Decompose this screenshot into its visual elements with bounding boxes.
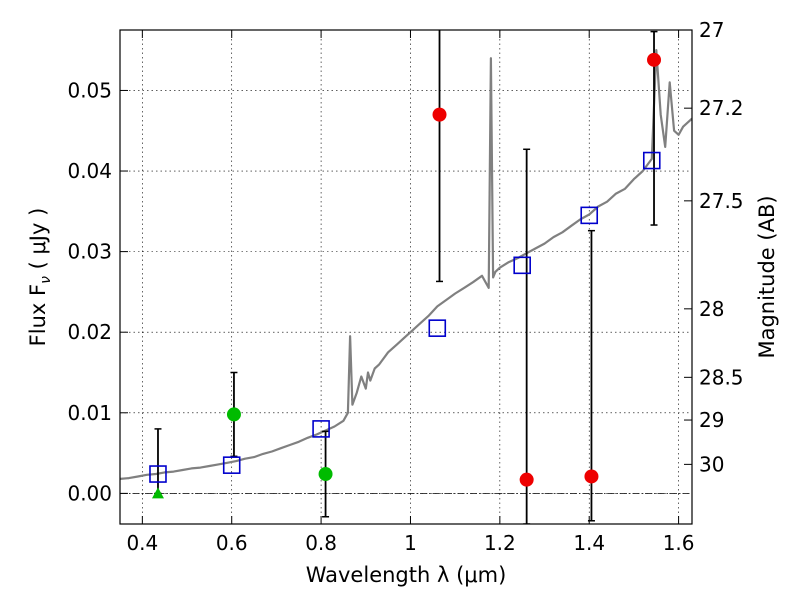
y-axis-label-main: Flux F — [26, 284, 50, 346]
low_significance-point — [519, 472, 534, 487]
low_significance-point — [647, 52, 662, 67]
plot-background — [120, 30, 692, 524]
upper-limit-triangle — [151, 487, 164, 499]
right-tick-label: 28 — [699, 297, 724, 321]
model-photometry-square — [513, 256, 531, 275]
right-tick-label: 27.2 — [699, 96, 744, 120]
data-layer — [120, 30, 692, 524]
y-tick-label: 0.03 — [67, 240, 112, 264]
model-photometry-square — [642, 151, 661, 170]
model-photometry-square — [222, 456, 241, 474]
right-tick-label: 27 — [699, 18, 724, 42]
detections-point — [226, 407, 241, 422]
low_significance-error-bar — [436, 30, 444, 283]
y-axis-label-subscript: ν — [38, 276, 54, 284]
low_significance-point — [432, 107, 447, 122]
model-photometry-square — [149, 465, 167, 483]
x-tick-label: 0.6 — [216, 531, 248, 555]
y-tick-label: 0.05 — [67, 78, 112, 102]
right-tick-label: 27.5 — [699, 189, 744, 213]
x-tick-label: 1.2 — [484, 531, 516, 555]
right-tick-label: 30 — [699, 452, 724, 476]
x-axis-label: Wavelength λ (μm) — [306, 563, 507, 587]
low_significance-point — [584, 469, 599, 484]
ticks: 0.4 0.6 0.8 1 1.2 1.4 1.6 0.00 0.01 0.02 0.03 0.04 0… — [67, 18, 743, 555]
model-photometry-square — [428, 319, 447, 337]
right-axis-label: Magnitude (AB) — [755, 195, 779, 358]
grid — [120, 30, 692, 524]
model-photometry-square — [312, 420, 330, 438]
y-tick-label: 0.00 — [67, 481, 112, 505]
x-tick-label: 1.4 — [573, 531, 605, 555]
right-tick-label: 28.5 — [699, 365, 744, 389]
x-tick-label: 1 — [404, 531, 417, 555]
y-axis-label-unit: ( μJy ) — [26, 208, 50, 276]
model-photometry-square — [580, 206, 599, 225]
y-tick-label: 0.02 — [67, 320, 112, 344]
detections-point — [318, 467, 333, 482]
plot-frame — [119, 29, 693, 525]
x-tick-label: 1.6 — [663, 531, 695, 555]
low_significance-error-bar — [523, 148, 531, 524]
y-tick-label: 0.04 — [67, 159, 112, 183]
y-axis-label: Flux Fν ( μJy ) — [26, 208, 54, 347]
y-tick-label: 0.01 — [67, 401, 112, 425]
x-tick-label: 0.8 — [305, 531, 337, 555]
model-spectrum-line — [120, 48, 692, 480]
x-tick-label: 0.4 — [126, 531, 158, 555]
right-tick-label: 29 — [699, 408, 724, 432]
